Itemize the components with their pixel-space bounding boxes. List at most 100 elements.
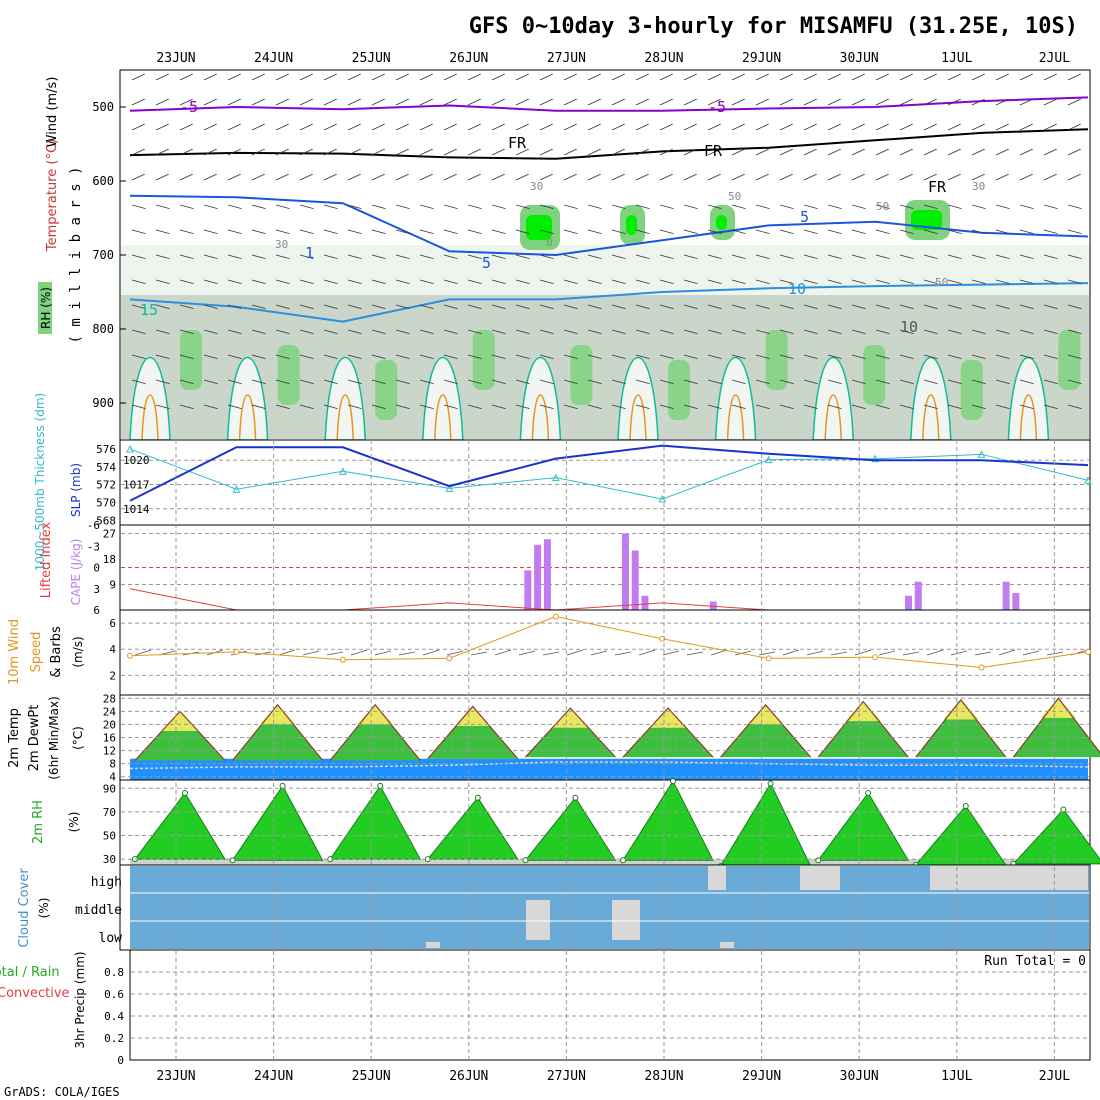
wind-barb	[707, 304, 722, 310]
wind-barb	[923, 279, 938, 285]
wind-barb	[827, 279, 842, 285]
temp-daily-peak	[818, 701, 909, 758]
wind-barb	[203, 304, 218, 310]
rh-max-marker	[670, 778, 676, 785]
wind-barb	[611, 379, 626, 385]
wind-barb	[179, 404, 194, 410]
wind-barb	[683, 254, 698, 260]
cloud-level-middle: middle	[75, 903, 122, 918]
wind-barb	[539, 404, 554, 410]
li-tick-label: 3	[93, 583, 100, 596]
precip-tick-label: 0.4	[104, 1010, 124, 1023]
wind-barb	[1019, 304, 1034, 310]
rh-legend-swatch	[38, 282, 52, 334]
wind-barb	[659, 379, 674, 385]
wind-barb	[275, 279, 290, 285]
wind-barb	[803, 254, 818, 260]
wind-barb	[923, 329, 938, 335]
wind-barb	[275, 123, 289, 131]
rh-green-patch	[1058, 330, 1081, 390]
wind-barb	[923, 379, 938, 385]
wind-barb	[635, 173, 649, 181]
axis-label-temp-c: (6hr Min/Max)	[47, 696, 61, 780]
warm-contour	[824, 394, 842, 441]
wind-barb	[707, 204, 722, 210]
wind-barb	[227, 279, 242, 285]
wind10m-panel: 6 4 2 10m Wind Speed & Barbs (m/s)	[7, 609, 1091, 696]
wind-barb	[563, 123, 577, 131]
wind-barb	[491, 148, 505, 156]
rh-daily-peak	[622, 780, 714, 861]
cape-gridlines	[121, 533, 1089, 585]
wind-barb	[179, 329, 194, 335]
wind-barb	[755, 279, 770, 285]
wind-barb	[947, 73, 961, 81]
wind-barb	[251, 204, 266, 210]
wind-barb	[659, 148, 673, 156]
wind-barb	[971, 354, 986, 360]
contour-label: 1	[305, 244, 314, 262]
wind-barb	[323, 279, 338, 285]
warm-contour	[629, 394, 647, 441]
temp-daily-peak	[232, 704, 323, 761]
warm-contour	[434, 394, 452, 441]
wind-barb	[179, 73, 193, 81]
wind-barb	[995, 204, 1010, 210]
wind-barb	[419, 73, 433, 81]
contour-label: 5	[482, 254, 491, 272]
wind-barb	[155, 204, 170, 210]
wind-barb	[755, 123, 769, 131]
wind-barb	[875, 98, 889, 106]
wind-barb	[827, 379, 842, 385]
axis-label-cape: CAPE (J/kg)	[69, 539, 83, 606]
thickness-marker	[126, 444, 134, 453]
cloud-gap	[930, 866, 1088, 890]
temp-daily-peak	[720, 704, 811, 758]
wind-barb	[347, 379, 362, 385]
wind-barb	[467, 73, 481, 81]
rh-min-marker	[620, 857, 626, 864]
wind-barb	[179, 148, 193, 156]
wind-barb	[275, 254, 290, 260]
wind-barb	[587, 204, 602, 210]
wind-barb	[587, 379, 602, 385]
wind-barb	[1043, 304, 1058, 310]
wind-barb	[1019, 229, 1034, 235]
wind-speed-markers	[127, 613, 1091, 671]
wind-barb	[347, 98, 361, 106]
temp-daily-peak	[525, 708, 616, 758]
wind-barb	[923, 354, 938, 360]
wind-barb	[131, 254, 146, 260]
wind-barb	[731, 173, 745, 181]
wind-barb	[419, 229, 434, 235]
wind-barb	[923, 73, 937, 81]
wind-barb	[899, 304, 914, 310]
wind-barb	[443, 304, 458, 310]
warm-plume	[129, 356, 171, 441]
warm-plume	[226, 356, 269, 441]
wind-barb	[899, 329, 914, 335]
surface-wind-barb	[878, 650, 896, 656]
wind-barb	[707, 98, 721, 106]
wind-barb	[395, 354, 410, 360]
rh-tick-label: 70	[103, 806, 116, 819]
wind-barb	[371, 404, 386, 410]
wind-barb	[971, 279, 986, 285]
axis-label-temp-b: 2m DewPt	[27, 705, 42, 772]
axis-label-wind10-unit: (m/s)	[71, 636, 85, 667]
wind-barb	[203, 404, 218, 410]
contour-label: FR	[508, 134, 527, 152]
wind-barb	[731, 379, 746, 385]
wind-barb	[635, 98, 649, 106]
wind-barb	[803, 98, 817, 106]
wind-barb	[827, 123, 841, 131]
wind-barb	[875, 229, 890, 235]
wind-barb	[467, 173, 481, 181]
wind-barb	[947, 329, 962, 335]
wind-barb	[923, 229, 938, 235]
wind-barb	[131, 354, 146, 360]
rh-max-marker	[572, 794, 579, 801]
wind-barb	[659, 404, 674, 410]
wind-barb	[587, 404, 602, 410]
wind-barb	[659, 254, 674, 260]
